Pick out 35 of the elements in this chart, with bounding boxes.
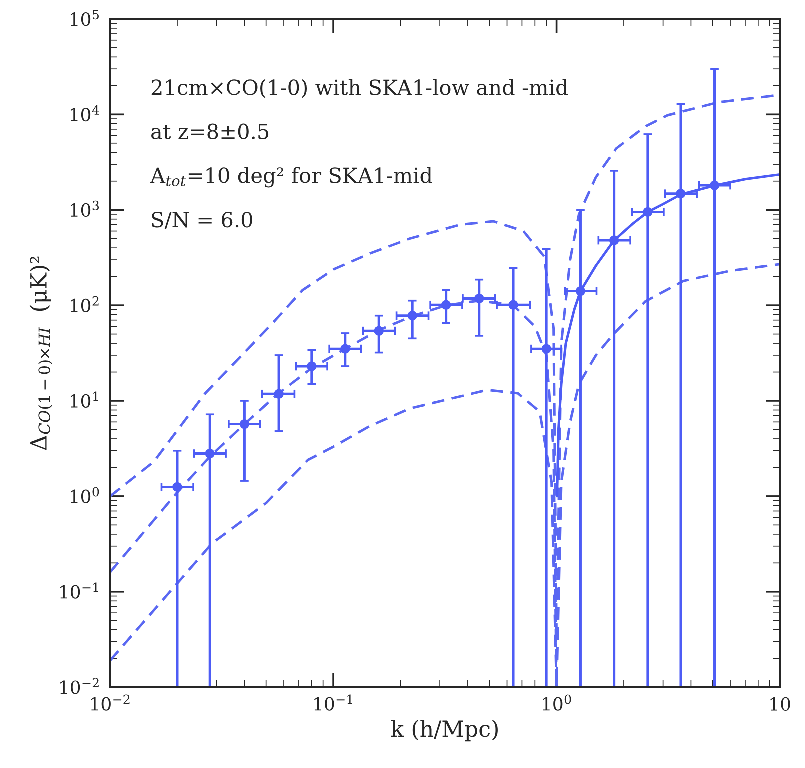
y-tick-label: 10$^{1}$ [70,392,98,408]
point [205,448,215,459]
point [676,188,686,199]
point [307,362,317,372]
y-tick-label: 10$^{−2}$ [60,678,99,694]
x-tick-label: 10 [770,697,790,712]
annotation: S/N = 6.0 [152,212,252,230]
y-tick-label: 10$^{5}$ [70,10,99,26]
point [274,389,284,400]
point [576,286,586,296]
x-tick-label: 10$^{−2}$ [91,694,130,711]
y-axis-title: Δ$_{CO(1−0)×HI}$ (μK)² [30,256,53,450]
point [643,207,653,218]
point [508,300,518,310]
x-tick-label: 10$^{−1}$ [314,694,352,711]
y-tick-label: 10$^{−1}$ [60,582,98,599]
x-tick-label: 10$^{0}$ [543,694,572,711]
point [474,294,484,304]
y-tick-label: 10$^{2}$ [70,296,99,313]
point [609,236,620,246]
point [374,326,384,336]
annotation: A$_{tot}$=10 deg² for SKA1-mid [150,167,432,188]
point [340,344,350,354]
x-axis-title: k (h/Mpc) [391,720,498,742]
point [710,180,720,190]
point [441,300,452,310]
annotation: 21cm×CO(1-0) with SKA1-low and -mid [152,79,568,98]
annotation: at z=8±0.5 [152,124,269,140]
point [542,344,552,354]
y-tick-label: 10$^{3}$ [70,200,100,218]
y-tick-label: 10$^{0}$ [70,487,100,504]
point [172,482,182,492]
y-tick-label: 10$^{4}$ [70,105,100,122]
point [408,310,418,321]
point [240,419,250,430]
